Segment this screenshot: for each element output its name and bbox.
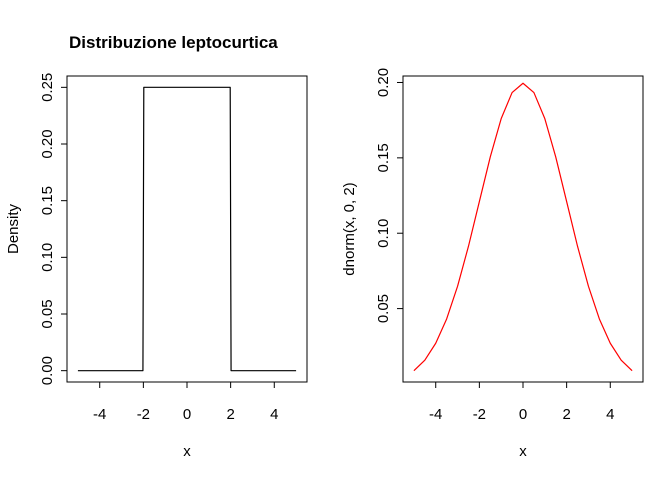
plot-frame <box>66 75 308 383</box>
x-tick-label: 4 <box>270 406 278 423</box>
y-tick-label: 0.15 <box>39 186 56 215</box>
y-ticks: 0.00 0.05 0.10 0.15 0.20 0.25 <box>39 73 68 385</box>
y-tick-label: 0.25 <box>39 73 56 102</box>
series-line <box>413 82 633 372</box>
y-tick-label: 0.20 <box>375 68 392 97</box>
y-ticks: 0.05 0.10 0.15 0.20 <box>375 68 404 323</box>
x-tick-label: 0 <box>519 406 527 423</box>
x-tick-label: 2 <box>226 406 234 423</box>
y-tick-label: 0.10 <box>375 219 392 248</box>
y-axis-label: Density <box>5 203 22 254</box>
x-tick-label: -4 <box>93 406 106 423</box>
y-tick-label: 0.05 <box>39 299 56 328</box>
y-tick-label: 0.00 <box>39 356 56 385</box>
panel-right: x dnorm(x, 0, 2) -4 -2 0 2 4 0.05 0.10 0.15 0.2… <box>341 68 644 460</box>
x-tick-label: -2 <box>137 406 150 423</box>
x-ticks: -4 -2 0 2 4 <box>429 381 614 423</box>
panel-left: Distribuzione leptocurtica x Density -4-… <box>5 33 308 460</box>
x-tick-label: 0 <box>183 406 191 423</box>
y-tick-label: 0.05 <box>375 294 392 323</box>
chart-title: Distribuzione leptocurtica <box>69 33 278 52</box>
series-line <box>77 86 297 372</box>
x-axis-label: x <box>183 443 191 460</box>
x-tick-label: 4 <box>606 406 614 423</box>
x-axis-label: x <box>519 443 527 460</box>
y-tick-label: 0.15 <box>375 143 392 172</box>
x-tick-label: -2 <box>473 406 486 423</box>
y-axis-label: dnorm(x, 0, 2) <box>341 182 358 275</box>
x-tick-label: -4 <box>429 406 442 423</box>
series-group <box>77 86 297 372</box>
y-tick-label: 0.10 <box>39 243 56 272</box>
x-ticks: -4 -2 0 2 4 <box>93 381 278 423</box>
y-tick-label: 0.20 <box>39 129 56 158</box>
series-group <box>413 82 633 372</box>
x-tick-label: 2 <box>562 406 570 423</box>
